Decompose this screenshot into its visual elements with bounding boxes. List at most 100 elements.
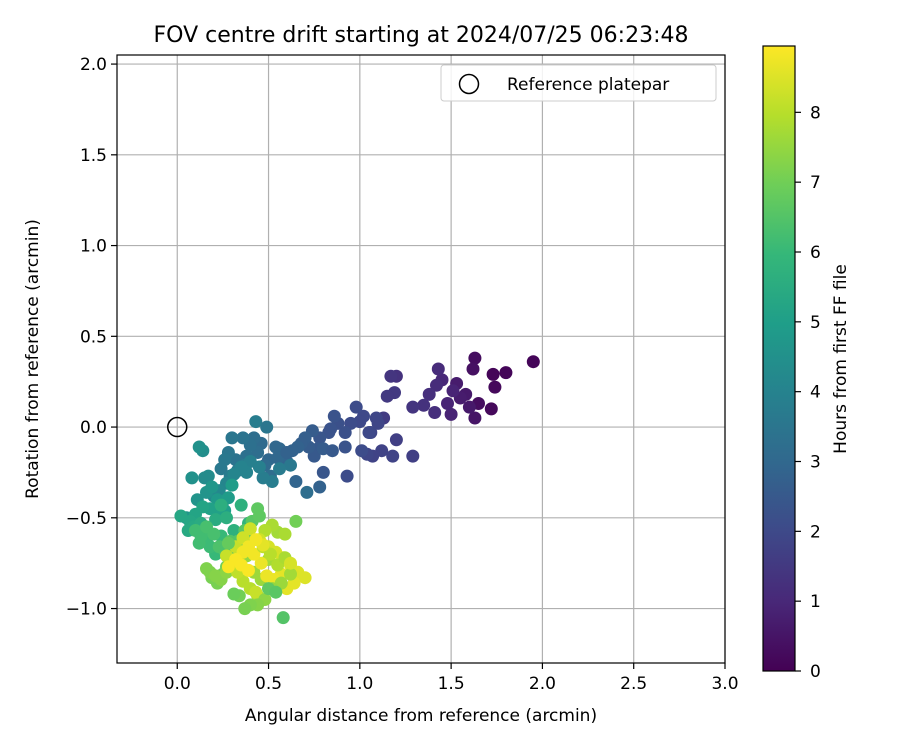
y-axis-ticks: −1.0 −0.5 0.0 0.5 1.0 1.5 2.0 [66, 55, 117, 620]
data-point [430, 378, 443, 392]
data-point [444, 407, 458, 421]
x-tick-label: 0.5 [255, 674, 282, 694]
y-tick-label: 1.5 [80, 146, 107, 166]
legend-box [440, 64, 717, 102]
colorbar-label: Hours from first FF file [831, 264, 851, 454]
y-axis-label: Rotation from reference (arcmin) [23, 219, 43, 499]
legend: Reference platepar [440, 64, 717, 102]
data-point [386, 449, 400, 463]
x-axis-label: Angular distance from reference (arcmin) [245, 706, 597, 726]
data-point [243, 522, 257, 536]
data-point [249, 415, 263, 429]
data-point [221, 560, 235, 574]
data-point [251, 502, 265, 516]
data-point [340, 469, 354, 483]
plot-frame [116, 54, 726, 664]
data-point [468, 411, 482, 425]
data-point [362, 426, 376, 439]
x-tick-label: 2.0 [529, 674, 556, 694]
data-point [313, 480, 327, 494]
colorbar-tick-label: 4 [810, 383, 821, 403]
colorbar-tick-label: 6 [810, 243, 821, 263]
data-point [338, 440, 352, 454]
data-point [428, 406, 442, 419]
y-tick-label: −0.5 [66, 509, 107, 529]
data-point [289, 514, 303, 528]
data-point [338, 426, 352, 439]
data-point [384, 369, 398, 383]
data-point [298, 571, 312, 585]
data-point [316, 465, 330, 479]
data-point [325, 444, 339, 458]
data-point [256, 471, 270, 485]
colorbar-ticks: 0 1 2 3 4 5 6 7 8 [795, 103, 821, 682]
x-axis-ticks: 0.0 0.5 1.0 1.5 2.0 2.5 3.0 [164, 663, 739, 694]
data-point [220, 511, 233, 525]
data-point [284, 458, 297, 472]
data-point [198, 471, 212, 485]
data-point [422, 387, 436, 401]
y-tick-label: 0.0 [80, 418, 107, 438]
x-tick-label: 1.5 [438, 674, 465, 694]
data-point [486, 367, 500, 381]
data-point [462, 400, 476, 414]
data-point [227, 587, 241, 601]
data-point [289, 475, 303, 488]
legend-label-reference: Reference platepar [507, 75, 669, 95]
data-point [260, 569, 274, 583]
data-point [468, 351, 482, 365]
data-point [446, 384, 460, 398]
data-point [284, 556, 297, 570]
x-tick-label: 0.0 [164, 674, 191, 694]
data-point [327, 409, 341, 423]
data-point [300, 485, 314, 499]
data-point [280, 446, 294, 459]
data-point [249, 585, 263, 599]
y-tick-label: 2.0 [80, 55, 107, 75]
data-point [371, 416, 385, 430]
data-point [221, 536, 235, 550]
data-point [269, 585, 283, 599]
data-point [278, 527, 292, 541]
data-point [441, 397, 454, 410]
data-point [431, 362, 445, 376]
colorbar-tick-label: 0 [810, 662, 821, 682]
data-point [488, 380, 502, 394]
data-point [236, 431, 250, 445]
y-tick-label: 1.0 [80, 237, 107, 257]
data-point [238, 602, 252, 616]
colorbar-tick-label: 1 [810, 592, 821, 612]
data-point [174, 509, 188, 523]
colorbar-tick-label: 3 [810, 453, 821, 473]
data-point [214, 462, 228, 476]
y-tick-label: −1.0 [66, 600, 107, 620]
data-point [260, 420, 274, 434]
data-point [417, 398, 431, 412]
data-point [242, 563, 255, 577]
data-point [269, 440, 283, 454]
data-point [192, 440, 206, 454]
colorbar-tick-label: 5 [810, 313, 821, 333]
data-point [484, 402, 498, 416]
data-point [273, 462, 286, 476]
data-points [174, 351, 540, 625]
chart-title: FOV centre drift starting at 2024/07/25 … [154, 23, 689, 48]
data-point [209, 513, 223, 527]
data-point [225, 478, 239, 492]
colorbar-tick-label: 2 [810, 522, 821, 542]
data-point [355, 444, 369, 458]
data-point [406, 449, 420, 463]
data-point [234, 498, 248, 512]
colorbar [762, 45, 796, 672]
x-tick-label: 3.0 [711, 674, 738, 694]
y-tick-label: 0.5 [80, 327, 107, 347]
data-point [349, 400, 363, 414]
data-point [276, 611, 290, 625]
data-point [380, 389, 394, 403]
data-point [466, 362, 480, 376]
reference-point-marker [167, 416, 188, 438]
legend-marker-reference [458, 73, 480, 95]
data-point [389, 433, 403, 447]
data-point [499, 366, 513, 380]
colorbar-tick-label: 8 [810, 103, 821, 123]
